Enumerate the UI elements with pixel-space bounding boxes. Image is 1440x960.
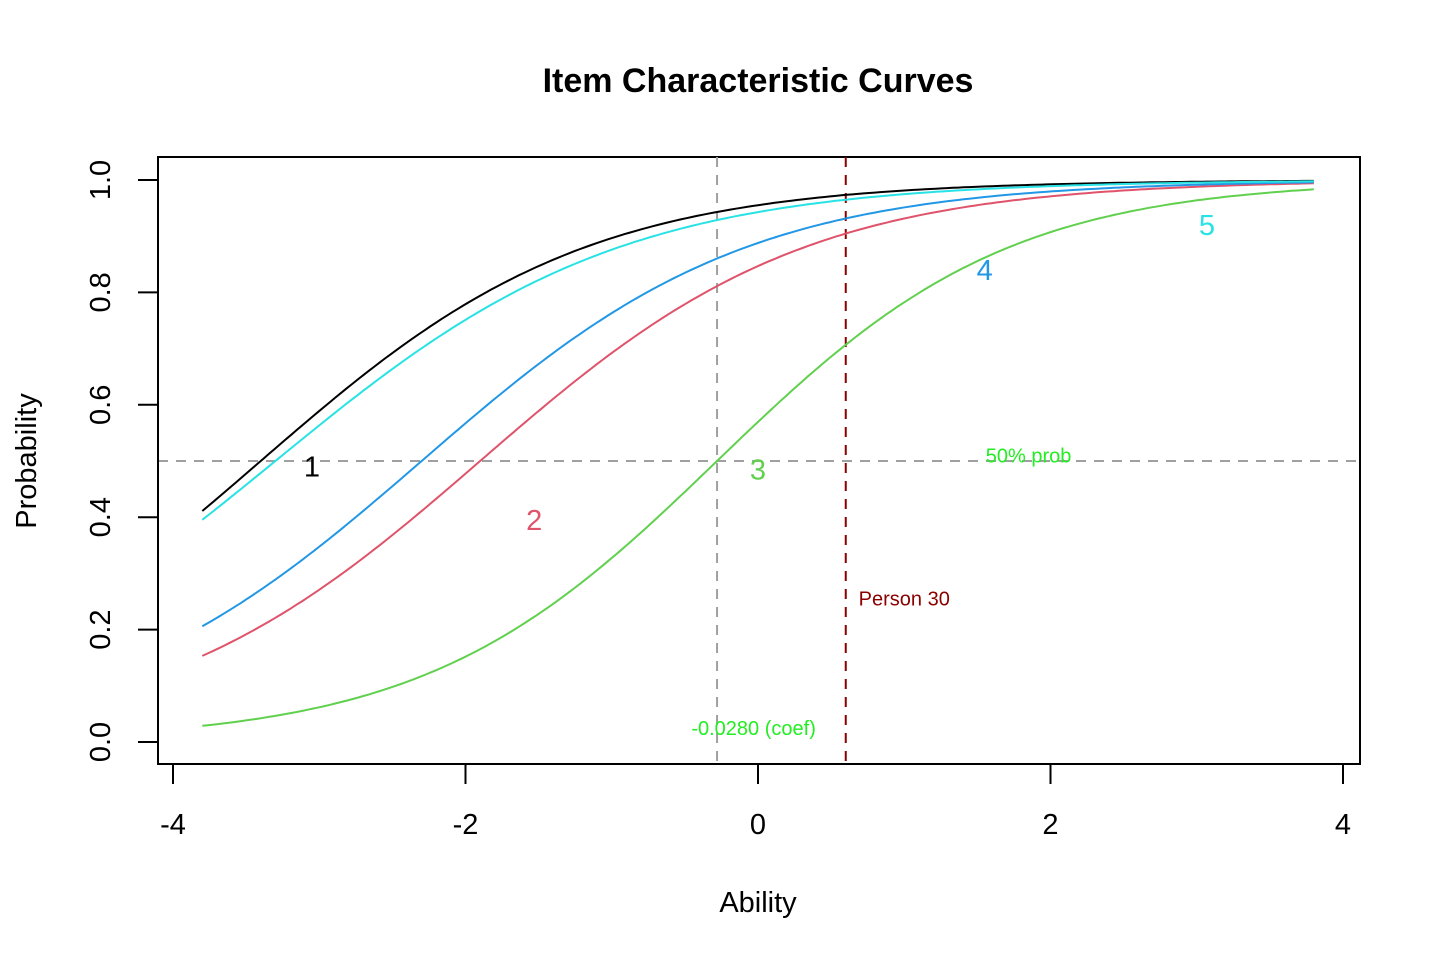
y-tick-label: 0.6 — [85, 385, 117, 425]
x-axis: -4 -2 0 2 4 — [160, 763, 1351, 841]
x-tick-label: 0 — [750, 809, 766, 841]
curve-item-2 — [201, 182, 1314, 657]
y-tick-label: 0.4 — [85, 497, 117, 537]
y-axis-label: Probability — [11, 393, 43, 529]
curve-item-5 — [201, 180, 1314, 521]
annotation: -0.0280 (coef) — [691, 718, 816, 740]
curve-label-item-3: 3 — [750, 454, 766, 486]
reference-lines — [158, 157, 1360, 764]
curve-item-1 — [201, 179, 1314, 512]
x-tick-label: -4 — [160, 809, 186, 841]
curve-label-item-5: 5 — [1199, 210, 1215, 242]
y-tick-label: 0.2 — [85, 609, 117, 649]
annotations: 50% prob -0.0280 (coef) Person 30 — [691, 445, 1071, 740]
y-tick-label: 1.0 — [85, 160, 117, 200]
y-axis: 0.0 0.2 0.4 0.6 0.8 1.0 — [85, 160, 159, 762]
curve-label-item-1: 1 — [304, 452, 320, 484]
curve-label-item-2: 2 — [526, 505, 542, 537]
y-tick-label: 0.0 — [85, 722, 117, 762]
x-tick-label: -2 — [453, 809, 479, 841]
x-axis-label: Ability — [719, 887, 797, 919]
curve-item-3 — [202, 188, 1314, 727]
chart-title: Item Characteristic Curves — [543, 62, 974, 100]
curve-label-item-4: 4 — [977, 255, 993, 287]
annotation: Person 30 — [859, 589, 950, 611]
y-tick-label: 0.8 — [85, 272, 117, 312]
curve-labels: 1 2 3 4 5 — [304, 210, 1215, 537]
x-tick-label: 4 — [1335, 809, 1351, 841]
curves — [201, 179, 1314, 727]
x-tick-label: 2 — [1042, 809, 1058, 841]
curve-item-4 — [201, 181, 1314, 628]
annotation: 50% prob — [986, 445, 1072, 467]
